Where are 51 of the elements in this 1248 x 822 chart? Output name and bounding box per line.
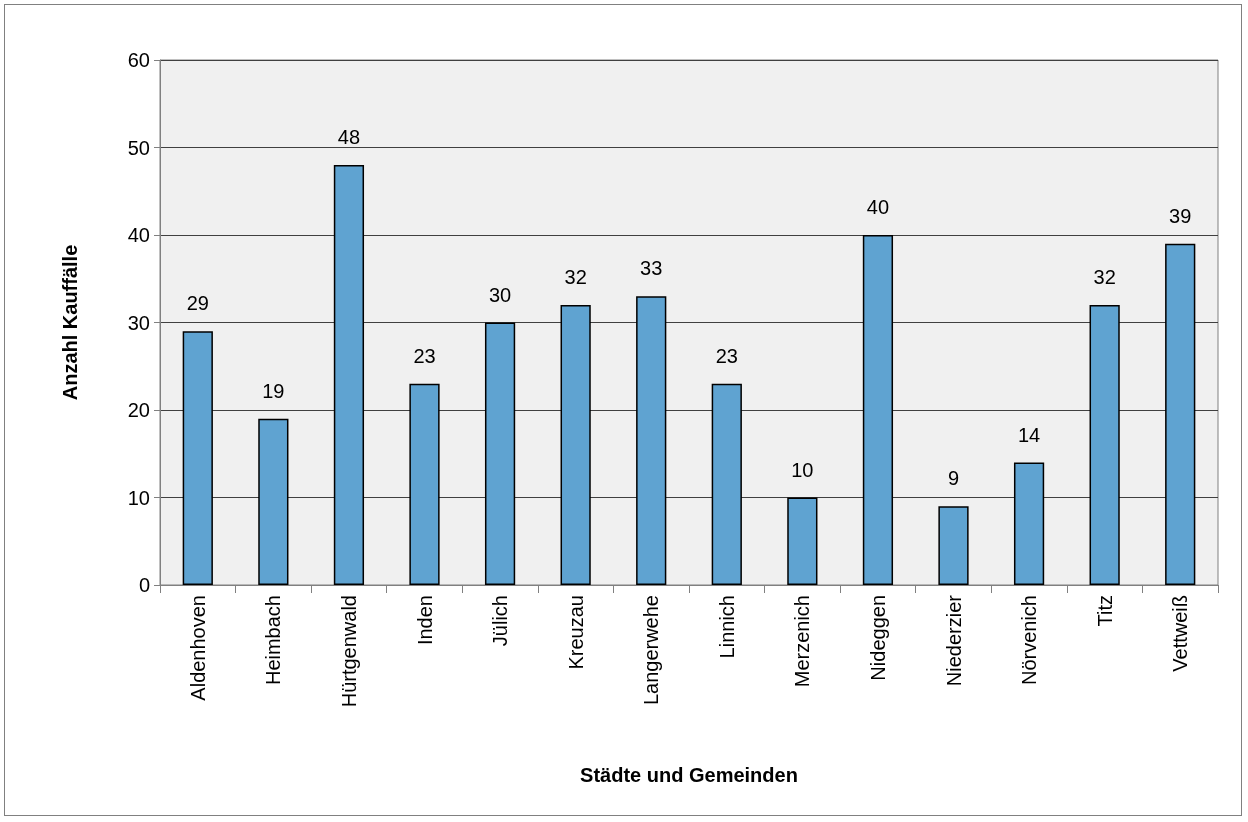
y-tick-label: 30 (127, 311, 150, 334)
bar (258, 418, 289, 585)
data-label: 23 (715, 344, 738, 367)
bar (182, 331, 213, 585)
bar (560, 305, 591, 585)
data-label: 32 (1093, 266, 1116, 288)
x-tick-label: Vettweiß (1169, 595, 1192, 672)
data-label: 39 (1169, 204, 1192, 227)
x-tick-label: Langerwehe (640, 595, 663, 706)
x-tick-label: Aldenhoven (186, 595, 209, 701)
bar (484, 322, 516, 585)
x-tick-label: Hürtgenwald (337, 595, 360, 708)
data-label: 19 (262, 379, 285, 402)
bar (636, 296, 667, 585)
data-label: 32 (564, 266, 587, 288)
y-tick-label: 0 (138, 574, 150, 596)
data-label: 14 (1017, 423, 1041, 446)
x-tick-label: Heimbach (262, 595, 285, 686)
x-tick-label: Nideggen (866, 595, 889, 681)
data-label: 9 (947, 467, 960, 490)
y-tick-label: 20 (127, 399, 150, 421)
x-tick-label: Nörvenich (1018, 595, 1041, 686)
x-axis-title: Städte und Gemeinden (580, 764, 798, 786)
data-label: 10 (791, 458, 814, 481)
y-tick-label: 10 (127, 486, 150, 509)
x-tick-label: Niederzier (942, 594, 965, 687)
bar (333, 165, 365, 585)
data-label: 40 (866, 196, 890, 218)
bar (1089, 305, 1120, 585)
data-label: 33 (640, 257, 663, 280)
x-tick-label: Titz (1093, 595, 1116, 627)
bar (711, 383, 742, 585)
bar (862, 235, 894, 585)
y-axis-title: Anzahl Kauffälle (59, 244, 81, 401)
x-tick-label: Merzenich (791, 595, 814, 688)
data-label: 29 (186, 292, 209, 315)
y-tick-label: 50 (127, 136, 150, 159)
data-label: 23 (413, 344, 436, 367)
x-tick-label: Kreuzau (564, 595, 587, 670)
x-tick-label: Jülich (489, 595, 512, 647)
data-label: 48 (337, 126, 361, 148)
y-tick-label: 60 (127, 49, 150, 71)
y-tick-label: 40 (127, 224, 150, 246)
x-tick-label: Inden (413, 595, 436, 646)
data-label: 30 (488, 283, 512, 306)
bar (1165, 243, 1196, 585)
x-tick-label: Linnich (715, 595, 738, 659)
bar (409, 383, 440, 585)
bar (1013, 462, 1045, 585)
bar (938, 506, 969, 585)
bar (787, 497, 818, 585)
